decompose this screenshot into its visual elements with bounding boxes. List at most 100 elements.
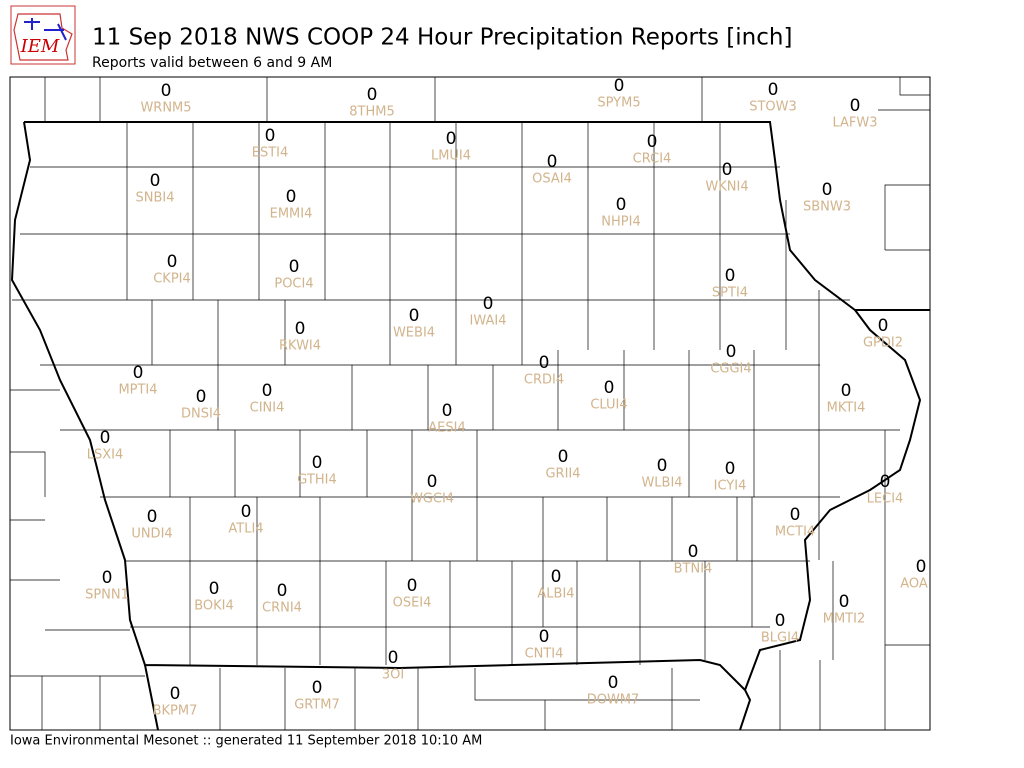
station-value: 0: [241, 502, 252, 522]
station-id: NHPI4: [601, 215, 640, 230]
station-id: POCI4: [274, 277, 313, 292]
station-id: MCTI4: [775, 525, 815, 540]
station-value: 0: [277, 581, 288, 601]
station-id: CRNI4: [262, 601, 302, 616]
map-title: 11 Sep 2018 NWS COOP 24 Hour Precipitati…: [92, 25, 792, 51]
station-value: 0: [841, 381, 852, 401]
station-value: 0: [657, 456, 668, 476]
station-id: CRCI4: [633, 152, 672, 167]
station-value: 0: [551, 567, 562, 587]
station-value: 0: [102, 568, 113, 588]
station-value: 0: [790, 505, 801, 525]
station-id: AOA: [900, 577, 928, 592]
station-id: GRTM7: [294, 698, 340, 713]
station-id: WEBI4: [393, 326, 435, 341]
station-id: ICYI4: [714, 479, 747, 494]
station-id: LECI4: [867, 492, 904, 507]
station-id: CRDI4: [524, 373, 564, 388]
station-id: GTHI4: [297, 473, 336, 488]
station-value: 0: [688, 542, 699, 562]
station-value: 0: [295, 319, 306, 339]
station-id: WRNM5: [140, 101, 191, 116]
station-value: 0: [312, 453, 323, 473]
station-value: 0: [880, 472, 891, 492]
map-subtitle: Reports valid between 6 and 9 AM: [92, 55, 332, 71]
station-id: WGCI4: [410, 492, 454, 507]
station-value: 0: [878, 316, 889, 336]
station-id: MMTI2: [823, 612, 865, 627]
station-value: 0: [616, 195, 627, 215]
iowa-border: [10, 121, 930, 731]
station-id: BOKI4: [194, 599, 234, 614]
station-value: 0: [768, 80, 779, 100]
station-value: 0: [604, 378, 615, 398]
station-id: BKPM7: [153, 704, 198, 719]
station-value: 0: [170, 684, 181, 704]
station-value: 0: [726, 342, 737, 362]
station-id: SPTI4: [712, 286, 748, 301]
station-id: CINI4: [250, 401, 285, 416]
station-value: 0: [916, 557, 927, 577]
station-id: WLBI4: [641, 476, 682, 491]
logo: IEM: [10, 5, 76, 65]
station-value: 0: [647, 132, 658, 152]
station-value: 0: [822, 180, 833, 200]
station-id: CGGI4: [710, 362, 751, 377]
station-id: STOW3: [749, 100, 797, 115]
station-value: 0: [558, 447, 569, 467]
station-value: 0: [409, 306, 420, 326]
station-id: ATLI4: [228, 522, 263, 537]
station-id: MPTI4: [118, 383, 157, 398]
station-value: 0: [427, 472, 438, 492]
station-value: 0: [388, 648, 399, 668]
station-value: 0: [775, 611, 786, 631]
station-value: 0: [483, 294, 494, 314]
station-id: SPYM5: [597, 96, 640, 111]
logo-state: [13, 13, 73, 61]
station-value: 0: [286, 187, 297, 207]
station-value: 0: [614, 76, 625, 96]
station-value: 0: [196, 387, 207, 407]
station-id: BTNI4: [674, 562, 713, 577]
station-id: ALBI4: [537, 587, 574, 602]
station-id: 3OI: [382, 668, 404, 683]
station-id: ESTI4: [252, 146, 289, 161]
station-id: AESI4: [428, 421, 465, 436]
station-id: WKNI4: [705, 180, 748, 195]
station-id: DOWM7: [587, 693, 640, 708]
station-value: 0: [446, 129, 457, 149]
station-value: 0: [133, 363, 144, 383]
station-id: SBNW3: [803, 200, 851, 215]
station-value: 0: [209, 579, 220, 599]
station-value: 0: [442, 401, 453, 421]
station-id: LAFW3: [832, 116, 877, 131]
station-id: SPNN1: [85, 588, 129, 603]
station-value: 0: [547, 152, 558, 172]
station-id: OSAI4: [532, 172, 572, 187]
station-id: CLUI4: [590, 398, 627, 413]
station-value: 0: [161, 81, 172, 101]
station-id: LMUI4: [431, 149, 471, 164]
station-id: EMMI4: [270, 207, 313, 222]
station-value: 0: [407, 576, 418, 596]
station-id: RKWI4: [279, 339, 321, 354]
station-value: 0: [722, 160, 733, 180]
station-id: BLGI4: [761, 631, 799, 646]
station-value: 0: [725, 459, 736, 479]
station-value: 0: [100, 428, 111, 448]
station-value: 0: [608, 673, 619, 693]
station-value: 0: [539, 627, 550, 647]
station-value: 0: [265, 126, 276, 146]
station-value: 0: [147, 507, 158, 527]
station-value: 0: [167, 252, 178, 272]
station-value: 0: [839, 592, 850, 612]
logo-text: IEM: [20, 36, 60, 57]
station-id: CNTI4: [525, 647, 564, 662]
station-id: SNBI4: [136, 191, 175, 206]
station-value: 0: [150, 171, 161, 191]
map-frame: [9, 76, 931, 731]
station-value: 0: [262, 381, 273, 401]
station-value: 0: [539, 353, 550, 373]
station-value: 0: [289, 257, 300, 277]
